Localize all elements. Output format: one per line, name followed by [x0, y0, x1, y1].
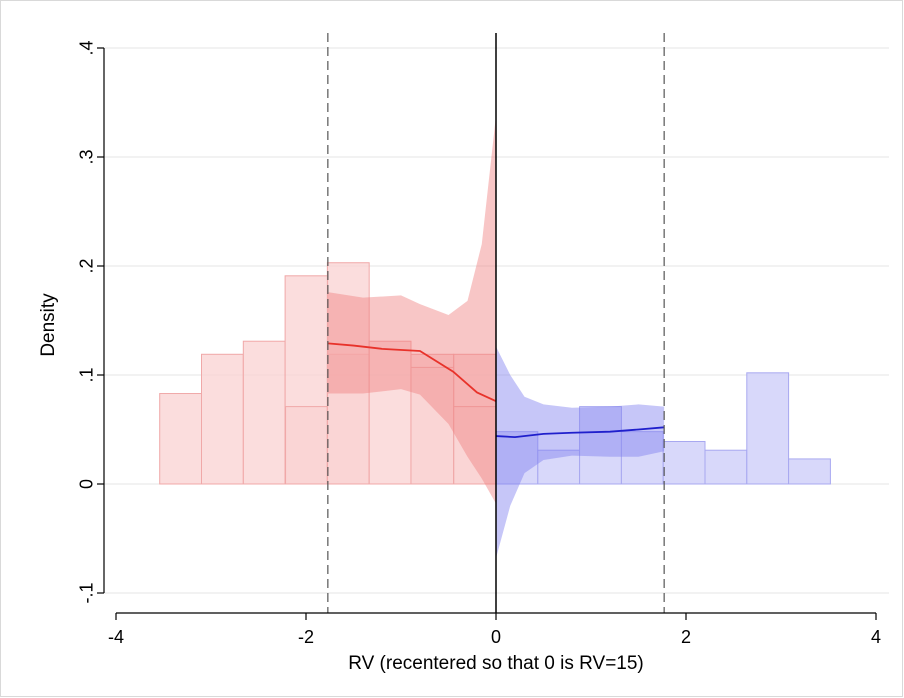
histogram-bars: [159, 262, 831, 485]
x-tick-label: -4: [108, 627, 124, 647]
fitted-line-right: [495, 426, 665, 439]
y-tick-label: .2: [76, 258, 96, 273]
confidence-band-left: [327, 115, 496, 504]
y-tick-label: .3: [76, 149, 96, 164]
x-axis-title: RV (recentered so that 0 is RV=15): [348, 653, 644, 674]
y-tick-label: .1: [76, 367, 96, 382]
confidence-band-right: [496, 346, 665, 559]
x-tick-label: 2: [681, 627, 691, 647]
confidence-bands: [327, 115, 665, 559]
fitted-line-left: [327, 342, 497, 402]
histogram-bar-right: [704, 449, 748, 485]
histogram-bar-left: [285, 406, 328, 485]
histogram-bar-right: [788, 458, 831, 485]
x-tick-label: -2: [298, 627, 314, 647]
x-tick-label: 0: [491, 627, 501, 647]
reference-lines: [327, 33, 665, 613]
histogram-bar-right: [746, 372, 790, 485]
histogram-bar-left: [368, 340, 412, 485]
histogram-bar-left: [201, 353, 244, 485]
histogram-bar-right: [495, 431, 539, 485]
histogram-bar-left: [159, 393, 202, 485]
histogram-bar-right: [662, 440, 706, 485]
histogram-bar-left: [410, 366, 455, 485]
fitted-lines: [327, 342, 665, 439]
y-tick-label: -.1: [76, 582, 96, 603]
axes: -.1 0 .1 .2 .3 .4 -4 -2 0 2 4: [76, 40, 881, 647]
histogram-bar-right: [537, 449, 581, 485]
histogram-bar-left: [326, 262, 370, 485]
y-tick-label: .4: [76, 40, 96, 55]
x-tick-label: 4: [871, 627, 881, 647]
histogram-bar-left: [453, 406, 497, 485]
y-tick-label: 0: [76, 479, 96, 489]
histogram-bar-left: [242, 340, 286, 485]
y-axis-title: Density: [38, 293, 59, 357]
